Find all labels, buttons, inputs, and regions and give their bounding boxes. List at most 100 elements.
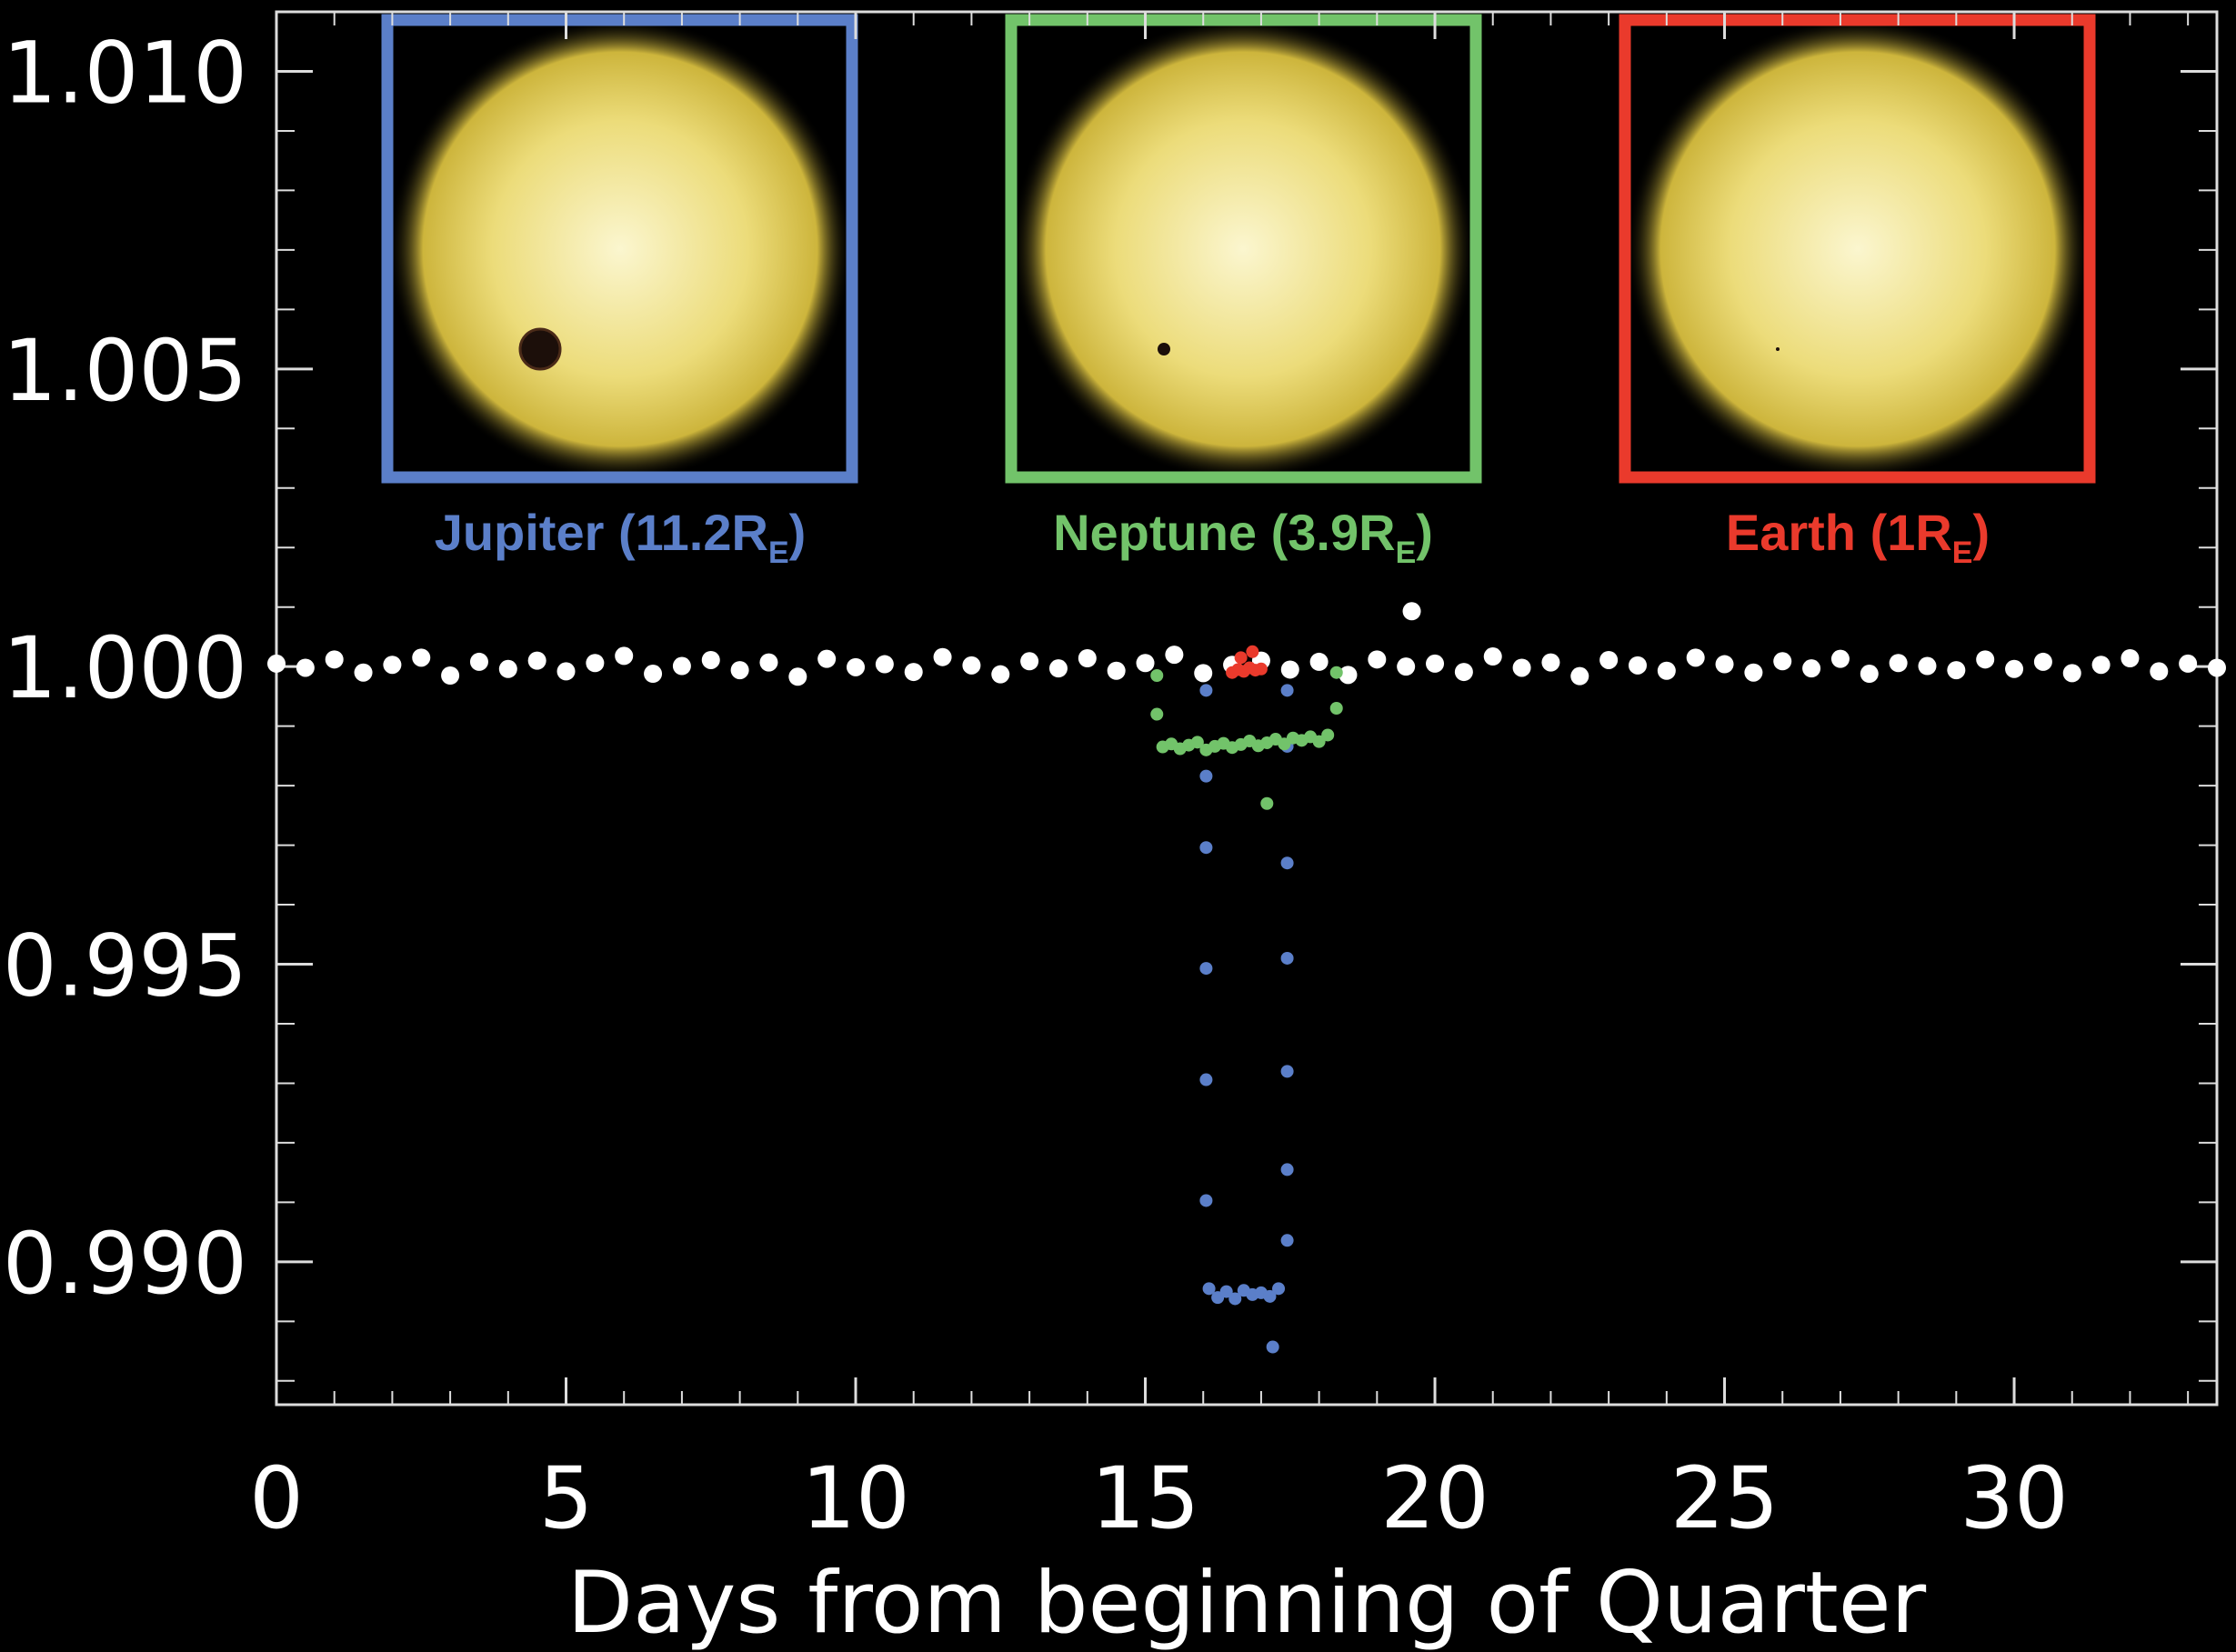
data-point	[1280, 684, 1294, 697]
data-point	[1339, 666, 1358, 685]
inset-frame	[1005, 14, 1482, 484]
x-tick-label: 10	[801, 1449, 910, 1548]
data-point	[1260, 796, 1274, 810]
data-point	[412, 648, 431, 667]
data-point	[1329, 666, 1343, 679]
data-point	[383, 656, 402, 675]
data-point	[1397, 657, 1416, 676]
data-point	[1454, 663, 1473, 682]
data-point	[1280, 1234, 1294, 1247]
annotation-subscript: E	[768, 536, 789, 570]
data-point	[1309, 652, 1329, 671]
annotation-end: )	[1972, 504, 1990, 561]
data-point	[1199, 841, 1213, 855]
data-point	[1570, 666, 1589, 686]
x-tick-label: 15	[1091, 1449, 1200, 1548]
x-axis-label: Days from beginning of Quarter	[567, 1554, 1927, 1652]
data-point	[1254, 662, 1268, 676]
annotation-text: Jupiter (11.2R	[435, 504, 768, 561]
data-point	[1202, 1282, 1216, 1296]
star	[1011, 17, 1475, 481]
annotation: Earth (1RE)	[1726, 504, 1990, 570]
data-point	[817, 649, 837, 668]
data-point	[1150, 707, 1164, 721]
data-point	[498, 659, 517, 678]
data-point	[1107, 661, 1126, 680]
planet	[1158, 343, 1170, 355]
data-point	[1219, 1285, 1233, 1298]
inset-frame	[1619, 14, 2096, 484]
data-point	[1402, 602, 1421, 621]
data-point	[1512, 658, 1531, 677]
data-point	[527, 651, 546, 670]
data-point	[1165, 646, 1184, 665]
annotation-end: )	[1416, 504, 1433, 561]
data-point	[904, 663, 923, 682]
inset-frame	[381, 14, 858, 484]
data-point	[672, 656, 691, 676]
data-point	[1802, 659, 1821, 678]
data-point	[556, 662, 576, 681]
data-point	[1628, 656, 1647, 675]
data-point	[1657, 661, 1676, 680]
y-tick-label: 1.010	[3, 24, 247, 123]
data-point	[2091, 656, 2111, 675]
star	[1626, 17, 2090, 481]
y-tick-label: 1.000	[3, 619, 247, 718]
data-point	[1329, 702, 1343, 715]
data-point	[469, 652, 488, 671]
x-tick-label: 25	[1670, 1449, 1780, 1548]
annotation: Neptune (3.9RE)	[1053, 504, 1433, 570]
data-point	[962, 656, 981, 675]
data-point	[1889, 654, 1908, 673]
data-point	[325, 650, 344, 669]
data-point	[1947, 661, 1966, 680]
data-point	[2208, 658, 2226, 677]
data-point	[1246, 645, 1259, 658]
y-tick-label: 1.005	[3, 322, 247, 421]
annotation-subscript: E	[1952, 536, 1973, 570]
data-point	[1541, 653, 1560, 672]
data-point	[1263, 1289, 1277, 1303]
data-point	[1599, 650, 1619, 669]
data-point	[586, 654, 605, 673]
data-point	[2062, 664, 2081, 683]
data-point	[788, 667, 807, 686]
inset-jupiter	[388, 17, 852, 481]
y-tick-label: 0.990	[3, 1215, 247, 1314]
star	[388, 17, 852, 481]
data-point	[1280, 660, 1299, 679]
planet	[1776, 347, 1780, 351]
data-point	[1199, 1194, 1213, 1207]
data-point	[354, 663, 373, 682]
data-point	[701, 650, 720, 669]
data-point	[2033, 652, 2052, 671]
data-point	[1976, 650, 1995, 669]
data-point	[759, 653, 778, 672]
data-point	[1312, 735, 1326, 748]
data-point	[991, 665, 1010, 684]
data-point	[1136, 654, 1155, 673]
data-point	[933, 647, 952, 666]
data-point	[1368, 650, 1387, 669]
x-tick-label: 5	[539, 1449, 594, 1548]
data-point	[615, 646, 634, 666]
data-point	[847, 657, 866, 676]
data-point	[2179, 654, 2198, 673]
data-point	[1773, 652, 1792, 671]
data-point	[1266, 1340, 1279, 1354]
data-point	[1280, 951, 1294, 965]
data-point	[1321, 728, 1335, 742]
data-point	[1860, 665, 1879, 684]
x-tick-label: 30	[1960, 1449, 2069, 1548]
planet	[518, 327, 562, 371]
data-point	[1190, 736, 1204, 749]
data-point	[1150, 668, 1164, 682]
data-point	[1020, 652, 1039, 671]
data-point	[1715, 655, 1734, 674]
data-point	[441, 666, 460, 685]
data-point	[1228, 1292, 1242, 1306]
data-point	[2121, 649, 2140, 668]
data-point	[1199, 684, 1213, 697]
